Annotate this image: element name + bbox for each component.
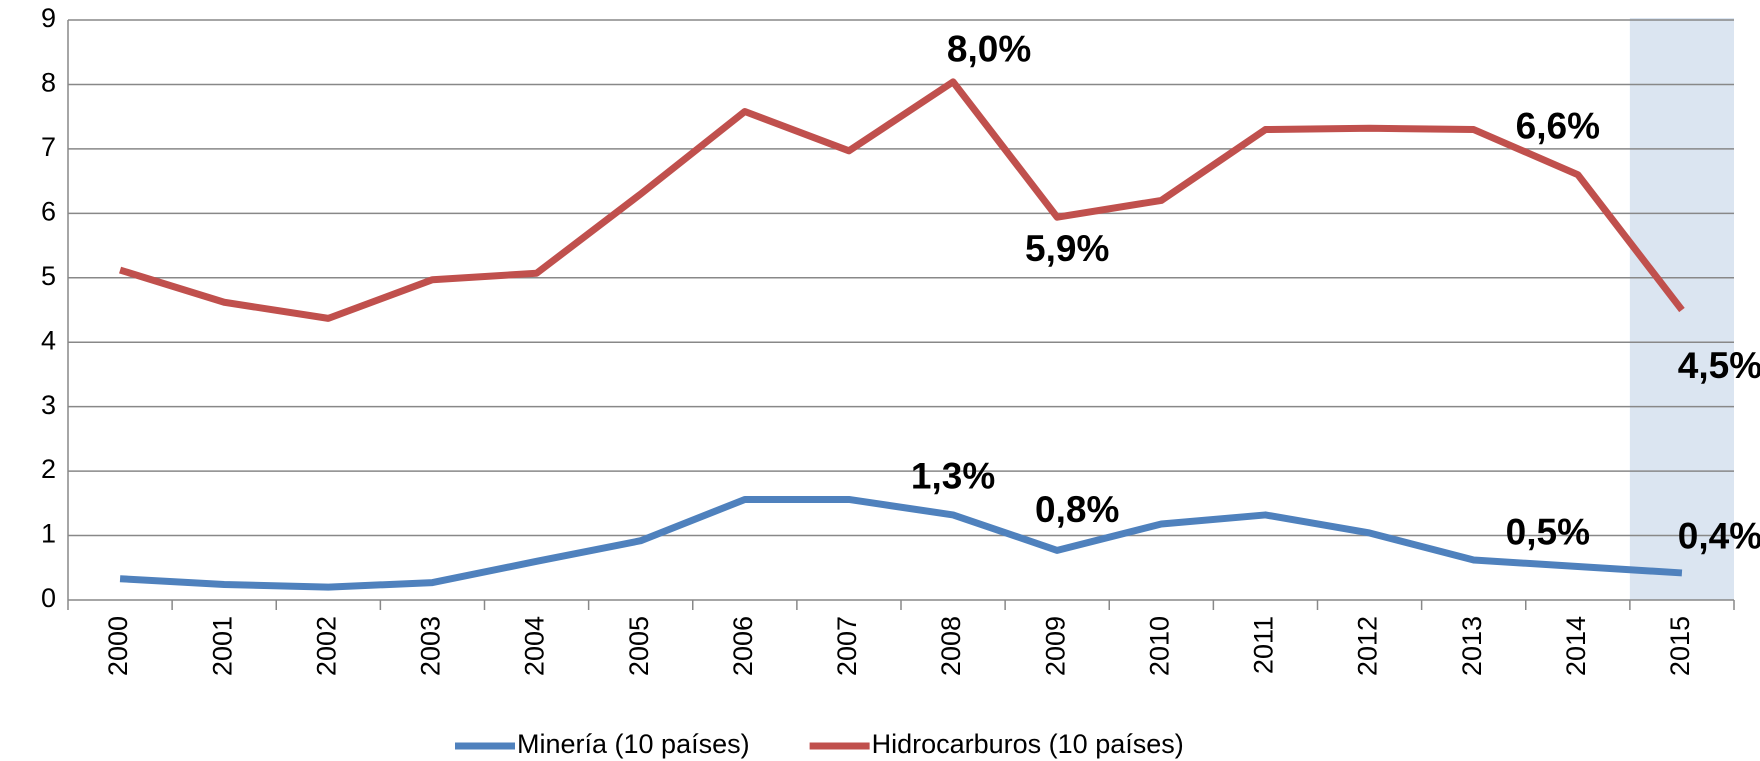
data-label: 0,5% [1506, 511, 1590, 552]
x-tick-label: 2011 [1249, 616, 1279, 674]
x-tick-label: 2002 [311, 616, 341, 676]
x-tick-label: 2012 [1353, 616, 1383, 676]
y-tick-label: 0 [41, 583, 56, 613]
series-line [119, 78, 1685, 322]
x-tick-label: 2009 [1040, 616, 1070, 676]
y-tick-label: 8 [41, 68, 56, 98]
x-tick-label: 2010 [1144, 616, 1174, 676]
x-tick-label: 2008 [936, 616, 966, 676]
x-tick-label: 2003 [416, 616, 446, 676]
data-label: 1,3% [911, 456, 995, 497]
data-label: 0,4% [1678, 516, 1760, 557]
data-label: 0,8% [1035, 489, 1119, 530]
data-label: 8,0% [947, 29, 1031, 70]
x-tick-label: 2007 [832, 616, 862, 676]
legend-label: Hidrocarburos (10 países) [872, 729, 1184, 759]
x-tick-label: 2005 [624, 616, 654, 676]
y-tick-label: 5 [41, 261, 56, 291]
data-label: 4,5% [1678, 345, 1760, 386]
y-tick-label: 6 [41, 196, 56, 226]
y-tick-label: 3 [41, 390, 56, 420]
y-tick-label: 1 [41, 519, 56, 549]
legend-label: Minería (10 países) [517, 729, 750, 759]
y-tick-label: 7 [41, 132, 56, 162]
x-tick-label: 2013 [1457, 616, 1487, 676]
data-label: 5,9% [1025, 228, 1109, 269]
data-label: 6,6% [1516, 105, 1600, 146]
x-tick-label: 2000 [103, 616, 133, 676]
y-tick-label: 4 [41, 325, 56, 355]
y-tick-label: 9 [41, 3, 56, 33]
x-tick-label: 2014 [1561, 616, 1591, 676]
x-tick-label: 2015 [1665, 616, 1695, 676]
x-tick-label: 2004 [520, 616, 550, 676]
y-tick-label: 2 [41, 454, 56, 484]
x-tick-label: 2006 [728, 616, 758, 676]
series-line [119, 495, 1683, 591]
x-tick-label: 2001 [207, 616, 237, 676]
